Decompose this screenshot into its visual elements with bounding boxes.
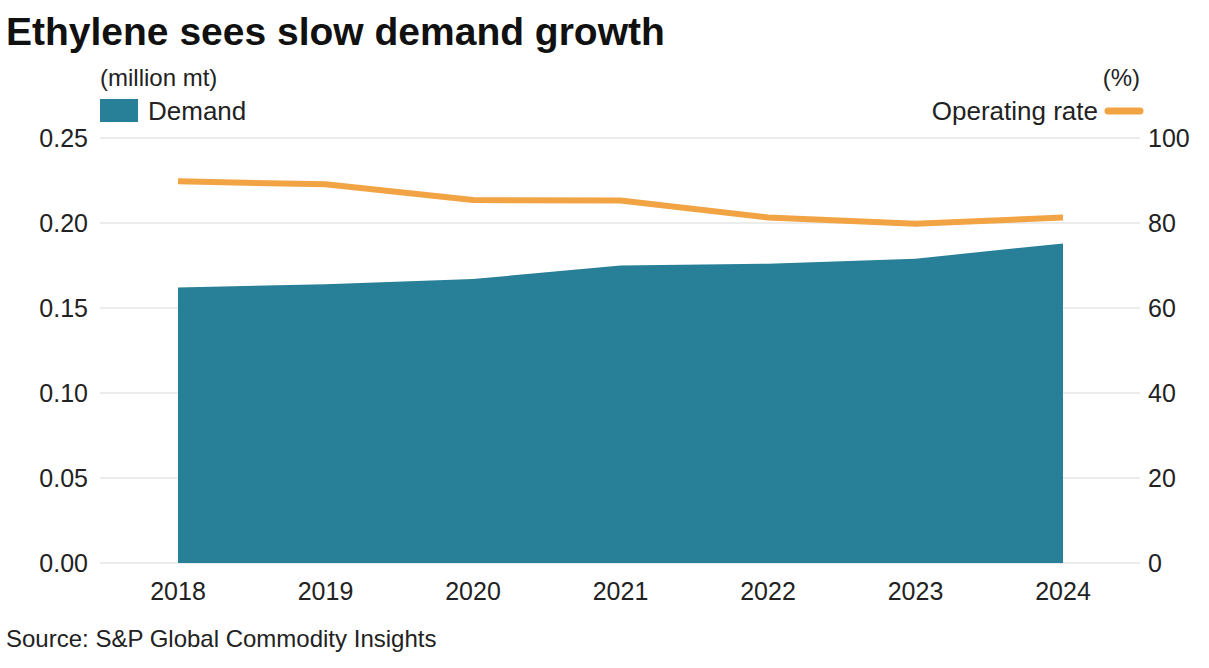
source: Source: S&P Global Commodity Insights [6,625,436,652]
y-axis-label: (million mt) [100,64,217,91]
y2-tick-label: 100 [1148,124,1190,152]
y-tick-label: 0.20 [39,209,88,237]
x-tick-label: 2022 [740,577,796,605]
legend-swatch [1108,108,1140,115]
x-tick-label: 2018 [150,577,206,605]
y2-tick-label: 0 [1148,549,1162,577]
y2-tick-label: 40 [1148,379,1176,407]
area [178,243,1063,563]
x-tick-label: 2021 [593,577,649,605]
title: Ethylene sees slow demand growth [6,10,665,53]
y2-tick-label: 20 [1148,464,1176,492]
plot-area [178,181,1063,563]
x-tick-label: 2019 [298,577,354,605]
y-tick-label: 0.00 [39,549,88,577]
y-tick-label: 0.05 [39,464,88,492]
y2-tick-label: 80 [1148,209,1176,237]
line [178,181,1063,224]
x-tick-label: 2023 [888,577,944,605]
x-tick-label: 2024 [1035,577,1091,605]
y2-axis-label: (%) [1103,64,1140,91]
legend-swatch [100,99,138,122]
chart: Ethylene sees slow demand growth 0.00 0.05… [0,0,1209,668]
y-tick-label: 0.15 [39,294,88,322]
y2-tick-label: 60 [1148,294,1176,322]
y-tick-label: 0.10 [39,379,88,407]
legend-label: Demand [148,96,246,126]
x-tick-label: 2020 [445,577,501,605]
grid-line [100,138,1140,139]
y-tick-label: 0.25 [39,124,88,152]
legend-label: Operating rate [932,96,1098,126]
